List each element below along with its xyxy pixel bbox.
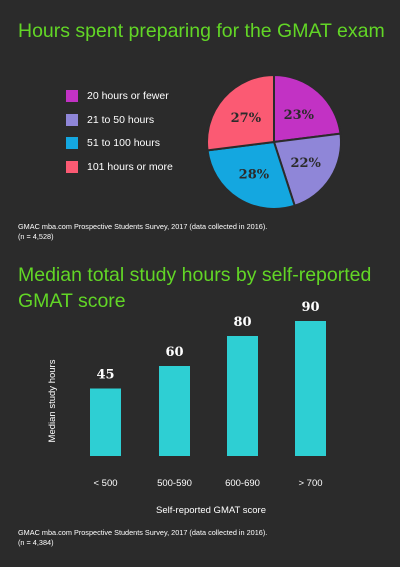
legend-swatch — [66, 113, 78, 126]
bar-source-note: GMAC mba.com Prospective Students Survey… — [18, 528, 267, 548]
x-axis-label: Self-reported GMAT score — [156, 505, 266, 516]
pie-slice — [272, 132, 342, 207]
bar-value-label: 80 — [233, 315, 251, 330]
bar-value-label: 45 — [96, 368, 114, 383]
pie-slice-label: 27% — [231, 111, 262, 126]
legend-swatch — [66, 90, 78, 102]
x-tick-label: 500-590 — [157, 478, 192, 489]
source-line: GMAC mba.com Prospective Students Survey… — [18, 528, 268, 537]
legend-swatch — [66, 160, 78, 173]
legend-label: 21 to 50 hours — [87, 113, 155, 126]
bar — [227, 336, 258, 456]
legend-label: 51 to 100 hours — [87, 137, 160, 149]
legend-item: 20 hours or fewer — [66, 86, 173, 106]
legend-swatch — [66, 137, 78, 149]
bar-chart-title: Median total study hours by self-reporte… — [18, 264, 372, 312]
sample-size: (n = 4,384) — [18, 538, 54, 547]
x-tick-label: 600-690 — [225, 478, 260, 489]
legend-item: 21 to 50 hours — [66, 110, 173, 130]
pie-legend: 20 hours or fewer 21 to 50 hours 51 to 1… — [66, 86, 173, 180]
source-line: GMAC mba.com Prospective Students Survey… — [18, 222, 268, 231]
x-tick-label: > 700 — [298, 478, 322, 489]
legend-label: 20 hours or fewer — [87, 90, 169, 102]
pie-slice — [273, 73, 342, 144]
pie-source-note: GMAC mba.com Prospective Students Survey… — [18, 222, 267, 242]
sample-size: (n = 4,528) — [18, 232, 54, 241]
pie-slice-label: 22% — [290, 156, 321, 171]
pie-chart-title: Hours spent preparing for the GMAT exam — [18, 20, 385, 42]
bar — [295, 321, 326, 456]
bar-value-label: 60 — [165, 345, 183, 360]
y-axis-label: Median study hours — [47, 359, 58, 442]
legend-item: 101 hours or more — [66, 157, 173, 177]
bar-value-label: 90 — [301, 300, 319, 315]
bar — [159, 366, 190, 456]
pie-slice — [206, 140, 296, 210]
pie-slice — [206, 73, 275, 152]
legend-item: 51 to 100 hours — [66, 133, 173, 153]
pie-slice-label: 23% — [284, 108, 315, 123]
bar — [90, 388, 121, 456]
pie-slice-label: 28% — [239, 168, 270, 183]
legend-label: 101 hours or more — [87, 160, 173, 173]
x-tick-label: < 500 — [93, 478, 117, 489]
